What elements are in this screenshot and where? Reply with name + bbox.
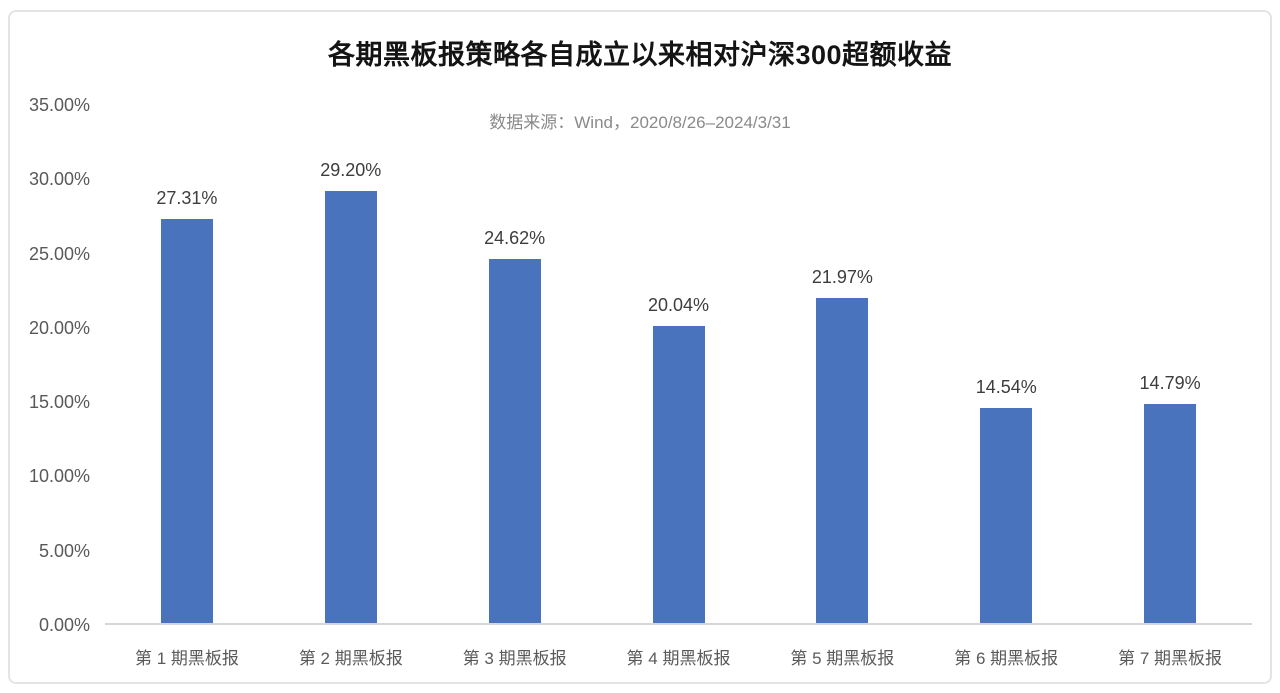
x-category-label: 第 7 期黑板报 (1118, 649, 1223, 668)
plot-area: 27.31% 29.20% 24.62% 20.04% 21.97% 14.54% 14.7… (105, 105, 1252, 625)
x-category-label: 第 4 期黑板报 (626, 649, 731, 668)
bar-column: 21.97% (760, 105, 924, 623)
y-axis: 35.00% 30.00% 25.00% 20.00% 15.00% 10.00% 5.00… (10, 95, 90, 635)
bar (324, 190, 377, 623)
x-category-label: 第 5 期黑板报 (790, 649, 895, 668)
bar-value-label: 14.79% (1139, 373, 1201, 394)
bar-value-label: 29.20% (320, 159, 382, 180)
y-tick-label: 30.00% (28, 169, 90, 190)
bar-column: 29.20% (269, 105, 433, 623)
bar-value-label: 27.31% (156, 187, 218, 208)
bar-column: 24.62% (433, 105, 597, 623)
x-category-label: 第 1 期黑板报 (134, 649, 239, 668)
x-axis: 第 1 期黑板报 第 2 期黑板报 第 3 期黑板报 第 4 期黑板报 第 5 期黑板报… (105, 644, 1252, 669)
bar (488, 258, 541, 623)
y-tick-label: 20.00% (28, 317, 90, 338)
y-tick-label: 0.00% (38, 615, 90, 635)
bar-value-label: 20.04% (647, 295, 710, 316)
bar-value-label: 24.62% (484, 227, 546, 248)
y-tick-label: 10.00% (28, 466, 90, 487)
x-category-label: 第 3 期黑板报 (462, 649, 567, 668)
y-tick-label: 15.00% (28, 392, 90, 413)
bar-column: 20.04% (597, 105, 761, 623)
bar (160, 218, 213, 623)
y-tick-label: 5.00% (38, 540, 90, 561)
x-category-label: 第 2 期黑板报 (298, 649, 403, 668)
bar (816, 297, 869, 623)
bar-column: 14.79% (1088, 105, 1252, 623)
bar (652, 326, 705, 623)
y-tick-label: 25.00% (28, 243, 90, 264)
bar (1144, 404, 1197, 623)
bar-column: 14.54% (924, 105, 1088, 623)
chart-card: 各期黑板报策略各自成立以来相对沪深300超额收益 数据来源：Wind，2020/… (8, 10, 1272, 684)
bar-value-label: 14.54% (975, 376, 1037, 397)
bar (980, 407, 1033, 623)
bar-column: 27.31% (105, 105, 269, 623)
chart-subtitle: 数据来源：Wind，2020/8/26–2024/3/31 (489, 113, 791, 132)
chart-title: 各期黑板报策略各自成立以来相对沪深300超额收益 (327, 40, 953, 70)
y-tick-label: 35.00% (28, 95, 90, 115)
x-category-label: 第 6 期黑板报 (954, 649, 1059, 668)
bar-value-label: 21.97% (811, 266, 873, 287)
